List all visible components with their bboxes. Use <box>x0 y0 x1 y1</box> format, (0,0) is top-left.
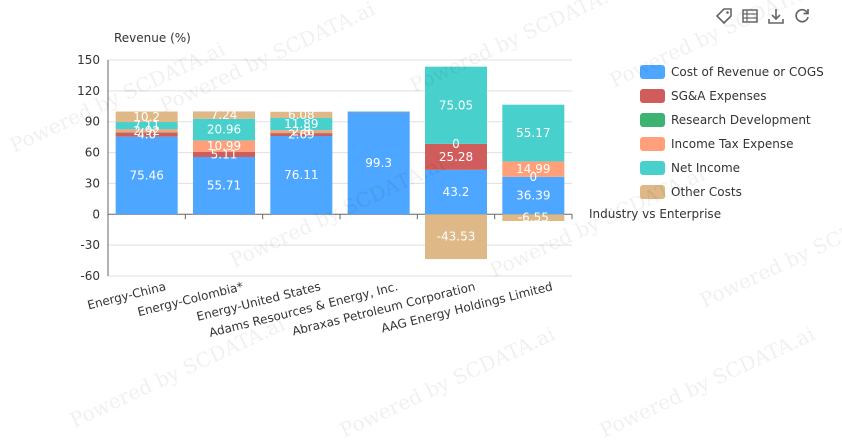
data-label: 7.11 <box>133 119 160 133</box>
bar-segment[interactable] <box>193 156 255 215</box>
legend-item[interactable]: Cost of Revenue or COGS <box>640 62 824 82</box>
data-label: 10.99 <box>207 139 241 153</box>
bar-segment[interactable] <box>115 111 178 123</box>
legend-swatch <box>640 137 665 151</box>
data-label: -6.55 <box>518 211 549 225</box>
data-label: 20.96 <box>207 123 241 137</box>
bar-segment[interactable] <box>502 104 565 162</box>
y-tick-label: 0 <box>92 207 100 221</box>
y-tick-label: 90 <box>85 115 100 129</box>
data-label: 14.99 <box>516 162 550 176</box>
y-tick-label: 120 <box>77 84 100 98</box>
bar-segment[interactable] <box>347 112 410 215</box>
y-tick-label: -30 <box>80 238 100 252</box>
data-label: -43.53 <box>437 230 476 244</box>
bar-segment[interactable] <box>270 111 333 119</box>
grid-layer: -60 -30 0 30 60 90 120 150 <box>77 53 573 283</box>
data-label: 55.71 <box>207 179 241 193</box>
bar-segment[interactable] <box>502 161 565 177</box>
data-label: 25.28 <box>439 150 473 164</box>
data-label: 7.24 <box>211 108 238 122</box>
legend-label: Net Income <box>671 161 741 175</box>
legend-label: Other Costs <box>671 185 742 199</box>
x-axis-label: Industry vs Enterprise <box>589 207 721 221</box>
bars-layer <box>115 66 565 260</box>
bar-segment[interactable] <box>502 214 565 222</box>
legend-label: Cost of Revenue or COGS <box>671 65 824 79</box>
data-label: 6.08 <box>288 108 315 122</box>
bar-segment[interactable] <box>193 111 255 119</box>
legend-item[interactable]: Other Costs <box>640 182 824 202</box>
data-label: 10.2 <box>133 110 160 124</box>
data-label: 99.3 <box>365 156 392 170</box>
bar-segment[interactable] <box>270 118 333 131</box>
y-tick-label: 60 <box>85 146 100 160</box>
legend-swatch <box>640 185 665 199</box>
bar-segment[interactable] <box>425 66 487 144</box>
download-icon[interactable] <box>766 6 786 26</box>
data-label: 2.92 <box>133 124 160 138</box>
legend-label: Income Tax Expense <box>671 137 794 151</box>
data-label: 76.11 <box>284 168 318 182</box>
legend-item[interactable]: SG&A Expenses <box>640 86 824 106</box>
bar-segment[interactable] <box>115 136 178 215</box>
legend-label: Research Development <box>671 113 811 127</box>
bar-segment[interactable] <box>115 132 178 137</box>
bar-segment[interactable] <box>193 140 255 152</box>
data-label: 0 <box>530 170 538 184</box>
legend-swatch <box>640 65 665 79</box>
y-tick-label: 30 <box>85 176 100 190</box>
data-label: 2.8 <box>292 125 311 139</box>
data-view-icon[interactable] <box>740 6 760 26</box>
bar-segment[interactable] <box>270 136 333 215</box>
data-label: 11.89 <box>284 117 318 131</box>
tag-icon[interactable] <box>714 6 734 26</box>
y-tick-label: -60 <box>80 269 100 283</box>
legend-swatch <box>640 89 665 103</box>
bar-segment[interactable] <box>425 169 487 215</box>
legend-swatch <box>640 161 665 175</box>
y-axis-label: Revenue (%) <box>114 31 191 45</box>
data-label: 75.46 <box>129 168 163 182</box>
bar-segment[interactable] <box>270 133 333 137</box>
data-label: 0 <box>452 137 460 151</box>
legend-swatch <box>640 113 665 127</box>
chart-toolbar <box>714 6 812 26</box>
data-label: 2.69 <box>288 128 315 142</box>
data-label: 4.0 <box>137 128 156 142</box>
data-label: 36.39 <box>516 189 550 203</box>
data-label: 43.2 <box>443 185 470 199</box>
bar-segment[interactable] <box>270 133 333 134</box>
legend-item[interactable]: Net Income <box>640 158 824 178</box>
bar-segment[interactable] <box>115 129 178 133</box>
refresh-icon[interactable] <box>792 6 812 26</box>
bar-segment[interactable] <box>115 122 178 130</box>
stacked-bar-chart: -60 -30 0 30 60 90 120 150 75.46 4.02.927.1110.2… <box>77 31 721 340</box>
bar-segment[interactable] <box>347 111 410 112</box>
data-label: 75.05 <box>439 98 473 112</box>
bar-segment[interactable] <box>115 132 178 133</box>
legend-label: SG&A Expenses <box>671 89 767 103</box>
bar-segment[interactable] <box>193 118 255 141</box>
data-label: 5.11 <box>211 147 238 161</box>
data-label: 55.17 <box>516 126 550 140</box>
bar-segment[interactable] <box>193 151 255 157</box>
bar-segment[interactable] <box>425 143 487 170</box>
bar-segment[interactable] <box>502 176 565 215</box>
bar-segment[interactable] <box>270 130 333 134</box>
bar-segment[interactable] <box>425 214 487 260</box>
legend-item[interactable]: Research Development <box>640 110 824 130</box>
y-tick-label: 150 <box>77 53 100 67</box>
chart-legend: Cost of Revenue or COGS SG&A Expenses Rese… <box>640 62 824 202</box>
legend-item[interactable]: Income Tax Expense <box>640 134 824 154</box>
